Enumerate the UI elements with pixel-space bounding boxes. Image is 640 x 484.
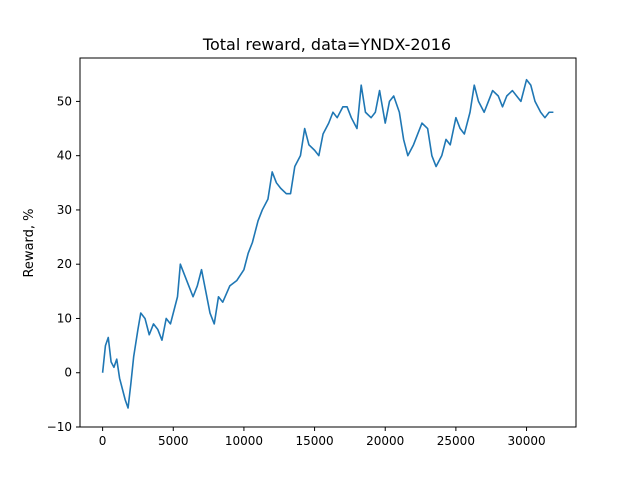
y-axis: −10 0 10 20 30 40 50 (47, 94, 80, 434)
x-tick-label: 15000 (295, 434, 333, 448)
series-line-group (101, 78, 554, 409)
x-axis: 0 5000 10000 15000 20000 25000 30000 (99, 427, 546, 448)
x-tick-label: 20000 (366, 434, 404, 448)
plot-frame (79, 57, 577, 428)
y-tick-label: −10 (47, 420, 72, 434)
x-tick-label: 25000 (437, 434, 475, 448)
y-tick-label: 30 (57, 203, 72, 217)
x-tick-label: 0 (99, 434, 107, 448)
y-axis-label: Reward, % (22, 208, 37, 277)
y-tick-label: 40 (57, 149, 72, 163)
x-tick-label: 5000 (158, 434, 189, 448)
x-tick-label: 10000 (225, 434, 263, 448)
y-tick-label: 50 (57, 94, 72, 108)
y-tick-label: 20 (57, 257, 72, 271)
y-tick-label: 0 (64, 366, 72, 380)
x-tick-label: 30000 (507, 434, 545, 448)
y-tick-label: 10 (57, 311, 72, 325)
chart-title: Total reward, data=YNDX-2016 (202, 35, 451, 54)
reward-series-line (101, 78, 554, 409)
